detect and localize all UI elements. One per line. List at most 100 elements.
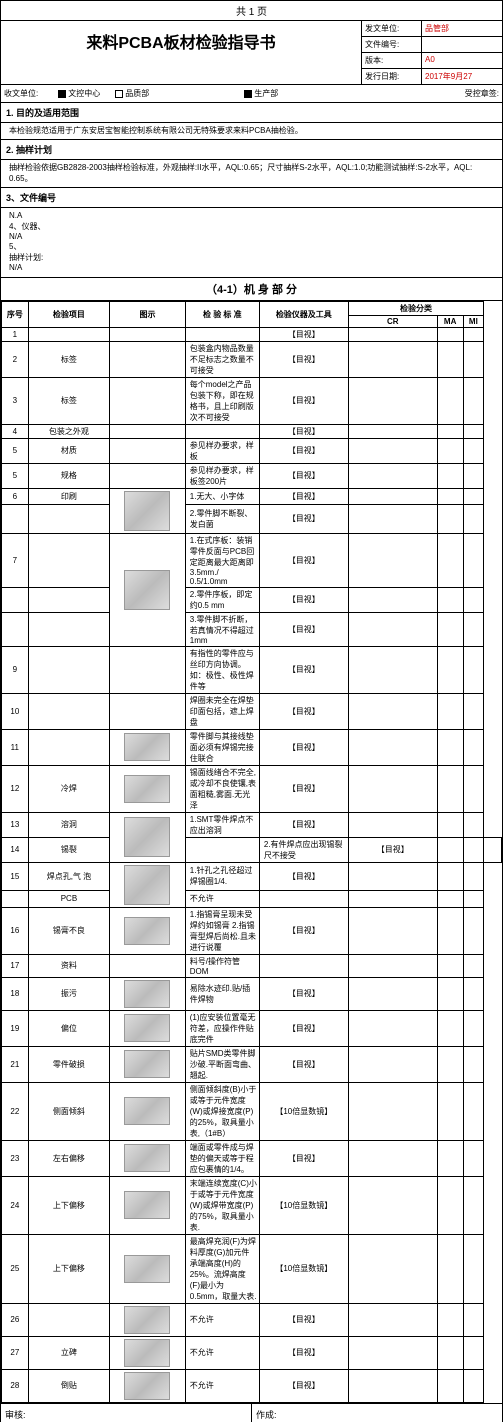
ver-value: A0 xyxy=(422,53,502,68)
table-row: 12 冷焊 锡面线绪合不完全,或冷却不良使镶,表面粗糙,雾面.无光泽 【目视】 xyxy=(2,765,502,812)
cell-std: 1.在式序板：装销零件反面与PCB回定距离最大距离即3.5mm./ 0.5/1.… xyxy=(185,533,259,587)
sample-image xyxy=(124,1144,170,1172)
cell-tool: 【目视】 xyxy=(259,693,348,729)
cell-std: 贴片SMD类零件脚沙破.平断面弯曲、翘起. xyxy=(185,1046,259,1082)
cell-item xyxy=(28,1303,110,1336)
table-row: 6 印刷 1.无大、小字体 【目视】 xyxy=(2,488,502,504)
cell-tool: 【目视】 xyxy=(259,977,348,1010)
sample-image xyxy=(124,491,170,531)
table-row: 28 倒贴 不允许 【目视】 xyxy=(2,1369,502,1402)
sample-image xyxy=(124,1372,170,1400)
cell-seq xyxy=(2,612,29,646)
cell-seq: 15 xyxy=(2,862,29,891)
cell-std: 不允许 xyxy=(185,1369,259,1402)
cell-seq: 1 xyxy=(2,327,29,341)
cell-item xyxy=(28,327,110,341)
cell-item: 资料 xyxy=(28,954,110,977)
cell-seq: 3 xyxy=(2,377,29,424)
cell-tool: 【目视】 xyxy=(259,327,348,341)
sample-image xyxy=(124,917,170,945)
cell-std: 料号/操作符管DOM xyxy=(185,954,259,977)
cell-tool: 【目视】 xyxy=(259,533,348,587)
cell-item: 振污 xyxy=(28,977,110,1010)
cell-seq: 14 xyxy=(2,837,29,862)
cell-seq: 26 xyxy=(2,1303,29,1336)
cell-tool: 【目视】 xyxy=(259,765,348,812)
cell-tool: 【10倍显数镜】 xyxy=(259,1176,348,1234)
table-row: 3 标签 每个model之产品包装下称，即在规格书，且上印刷版次不可接受 【目视… xyxy=(2,377,502,424)
sample-image xyxy=(124,817,170,857)
sample-image xyxy=(124,1339,170,1367)
sample-image xyxy=(124,1306,170,1334)
page-number: 共 1 页 xyxy=(1,1,502,21)
dept-label: 发文单位: xyxy=(362,21,422,36)
cell-seq: 11 xyxy=(2,729,29,765)
cell-item xyxy=(28,587,110,612)
cell-std: 2.零件脚不断裂、发白菌 xyxy=(185,504,259,533)
dist-item: 生产部 xyxy=(254,89,278,98)
cell-tool: 【目视】 xyxy=(259,1303,348,1336)
sec2-body: 抽样检验依据GB2828-2003抽样检验标准，外观抽样:II水平，AQL:0.… xyxy=(1,160,502,188)
sample-image xyxy=(124,980,170,1008)
cell-tool: 【目视】 xyxy=(259,463,348,488)
sample-image xyxy=(124,1097,170,1125)
sample-image xyxy=(124,733,170,761)
table-row: 14 锡裂 2.有件焊点应出现锡裂尺不接受 【目视】 xyxy=(2,837,502,862)
cell-tool: 【目视】 xyxy=(259,907,348,954)
table-row: 21 零件破损 贴片SMD类零件脚沙破.平断面弯曲、翘起. 【目视】 xyxy=(2,1046,502,1082)
checkbox-icon xyxy=(58,90,66,98)
cell-seq: 9 xyxy=(2,646,29,693)
cell-tool: 【目视】 xyxy=(259,812,348,837)
table-row: 2.零件序板，即定约0.5 mm 【目视】 xyxy=(2,587,502,612)
cell-std: 有指性的零件应与丝印方向协调。如：极性、极性焊件等 xyxy=(185,646,259,693)
th-tool: 检验仪器及工具 xyxy=(259,301,348,327)
sample-image xyxy=(124,1255,170,1283)
cell-item xyxy=(28,693,110,729)
cell-tool: 【目视】 xyxy=(259,1046,348,1082)
cell-seq: 5 xyxy=(2,438,29,463)
table-row: 2.零件脚不断裂、发白菌 【目视】 xyxy=(2,504,502,533)
sample-image xyxy=(124,570,170,610)
cell-seq: 28 xyxy=(2,1369,29,1402)
approve-label: 审核: xyxy=(1,1404,252,1422)
cell-seq: 23 xyxy=(2,1140,29,1176)
sec3-title: 3、文件编号 xyxy=(1,188,502,208)
cell-seq: 2 xyxy=(2,341,29,377)
cell-item xyxy=(28,729,110,765)
th-ma: MA xyxy=(437,315,463,327)
cell-item: 偏位 xyxy=(28,1010,110,1046)
table-row: 7 1.在式序板：装销零件反面与PCB回定距离最大距离即3.5mm./ 0.5/… xyxy=(2,533,502,587)
sec3-body: N.A 4、仪器、 N/A 5、 抽样计划: N/A xyxy=(1,208,502,277)
cell-item: 锡膏不良 xyxy=(28,907,110,954)
table-row: 26 不允许 【目视】 xyxy=(2,1303,502,1336)
table-row: 10 焊圈未完全在焊垫印面包括，遮上焊盘 【目视】 xyxy=(2,693,502,729)
cell-item: 规格 xyxy=(28,463,110,488)
cell-seq: 17 xyxy=(2,954,29,977)
th-item: 检验项目 xyxy=(28,301,110,327)
cell-std: 参见样办要求，样板 xyxy=(185,438,259,463)
th-std: 检 验 标 准 xyxy=(185,301,259,327)
date-label: 发行日期: xyxy=(362,69,422,84)
cell-std xyxy=(185,424,259,438)
table-row: 18 振污 易除水迹印.贴/插件焊物 【目视】 xyxy=(2,977,502,1010)
sample-image xyxy=(124,1191,170,1219)
table-row: 23 左右偏移 端面或零件成与焊垫的偏天或等于程应包裹情的1/4。 【目视】 xyxy=(2,1140,502,1176)
cell-item xyxy=(28,504,110,533)
cell-std: 1.无大、小字体 xyxy=(185,488,259,504)
table-row: 17 资料 料号/操作符管DOM xyxy=(2,954,502,977)
table-title: （4-1）机 身 部 分 xyxy=(1,278,502,301)
cell-item: 上下偏移 xyxy=(28,1176,110,1234)
th-result: 检验分类 xyxy=(348,301,483,315)
date-value: 2017年9月27 xyxy=(422,69,502,84)
cell-std: 焊圈未完全在焊垫印面包括，遮上焊盘 xyxy=(185,693,259,729)
cell-seq: 18 xyxy=(2,977,29,1010)
docno-value xyxy=(422,37,502,52)
cell-tool: 【目视】 xyxy=(259,1010,348,1046)
cell-std: 侧面倾斜度(B)小于或等于元件宽度(W)或焊接宽度(P)的25%，取具量小表,（… xyxy=(185,1082,259,1140)
cell-item xyxy=(28,612,110,646)
cell-seq: 5 xyxy=(2,463,29,488)
cell-std: 2.有件焊点应出现锡裂尺不接受 xyxy=(259,837,348,862)
table-row: 11 零件脚与其接线垫面必须有焊锡完接住联合 【目视】 xyxy=(2,729,502,765)
cell-tool: 【目视】 xyxy=(259,341,348,377)
cell-tool: 【目视】 xyxy=(259,424,348,438)
